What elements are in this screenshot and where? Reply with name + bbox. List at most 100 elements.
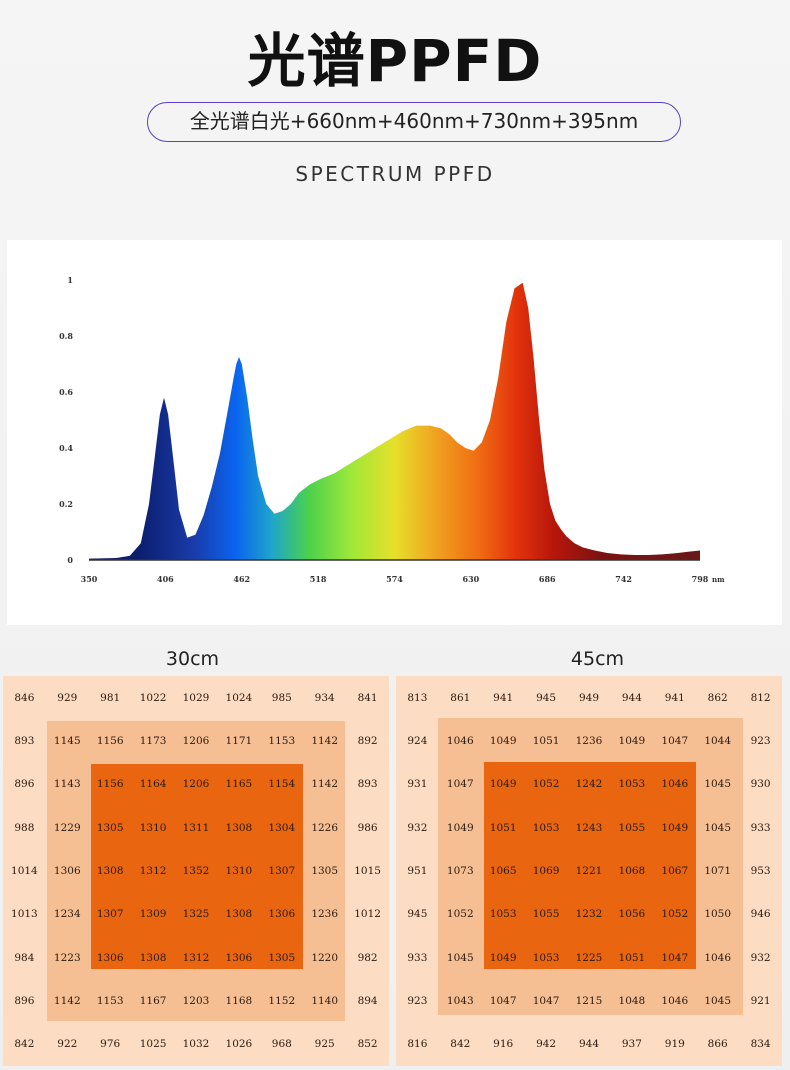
ppfd-30cm-value-cell: 1309 [139, 908, 167, 921]
ppfd-45cm-value-cell: 1225 [575, 951, 603, 964]
ppfd-30cm-value-cell: 1220 [311, 951, 339, 964]
ppfd-45cm-value-cell: 1053 [532, 951, 560, 964]
ppfd-30cm-value-cell: 846 [14, 691, 35, 704]
ppfd-45cm-value-cell: 949 [578, 691, 600, 704]
spectrum-composition-pill: 全光谱白光+660nm+460nm+730nm+395nm [147, 102, 681, 142]
ppfd-45cm-value-cell: 941 [493, 691, 514, 704]
ppfd-45cm-grid: 813 861 941 945 949 944 941 862 812 924 1046 1049 10… [396, 676, 782, 1066]
page-subtitle: SPECTRUM PPFD [295, 162, 495, 186]
ppfd-30cm-value-cell: 1025 [139, 1038, 167, 1051]
ppfd-30cm-value-cell: 981 [100, 691, 121, 704]
ppfd-30cm-value-cell: 1311 [182, 821, 210, 834]
ppfd-30cm-value-cell: 1325 [182, 908, 210, 921]
ppfd-30cm-value-cell: 1168 [225, 995, 253, 1007]
y-tick-label: 0.8 [59, 331, 73, 341]
ppfd-45cm-value-cell: 1049 [489, 778, 517, 791]
ppfd-30cm-value-cell: 1308 [139, 951, 167, 964]
ppfd-45cm-value-cell: 1049 [661, 821, 689, 834]
ppfd-45cm-value-cell: 1048 [618, 995, 646, 1007]
ppfd-30cm-value-cell: 922 [57, 1038, 78, 1051]
ppfd-30cm-value-cell: 1308 [225, 821, 253, 834]
ppfd-45cm-value-cell: 1052 [661, 908, 689, 921]
y-tick-label: 0 [67, 555, 73, 565]
ppfd-30cm-value-cell: 1152 [268, 995, 296, 1007]
ppfd-30cm-value-cell: 1156 [96, 778, 124, 791]
ppfd-30cm-value-cell: 1305 [311, 865, 339, 877]
ppfd-30cm-value-cell: 1305 [268, 951, 296, 964]
ppfd-45cm-value-cell: 1069 [532, 865, 560, 877]
ppfd-30cm-value-cell: 986 [357, 821, 378, 834]
ppfd-45cm-value-cell: 1053 [618, 778, 646, 791]
ppfd-45cm-value-cell: 861 [450, 691, 471, 704]
ppfd-30cm-value-cell: 1307 [96, 908, 124, 921]
ppfd-45cm-value-cell: 1053 [489, 908, 517, 921]
ppfd-45cm-value-cell: 945 [536, 691, 557, 704]
ppfd-45cm-value-cell: 1047 [446, 778, 474, 791]
ppfd-30cm-value-cell: 982 [357, 951, 378, 964]
spectrum-chart: 350 406 462 518 574 630 686 742 798 nm 0 0.2 0.4 0.6 0… [59, 275, 725, 584]
ppfd-45cm-value-cell: 1055 [532, 908, 560, 921]
ppfd-45cm-value-cell: 1047 [489, 995, 517, 1007]
ppfd-30cm-value-cell: 842 [14, 1038, 35, 1051]
ppfd-30cm-value-cell: 1304 [268, 821, 296, 834]
ppfd-45cm-value-cell: 1051 [489, 821, 517, 834]
x-tick-label: 630 [463, 574, 480, 584]
ppfd-30cm-value-cell: 841 [357, 691, 378, 704]
ppfd-30cm-value-cell: 1308 [96, 865, 124, 877]
ppfd-45cm-value-cell: 953 [750, 865, 771, 877]
ppfd-30cm-value-cell: 1012 [354, 908, 381, 921]
ppfd-45cm-value-cell: 1047 [661, 951, 689, 964]
ppfd-30cm-value-cell: 1310 [139, 821, 167, 834]
ppfd-45cm-value-cell: 921 [750, 995, 771, 1007]
ppfd-45cm-value-cell: 1046 [661, 995, 689, 1007]
ppfd-30cm-value-cell: 1206 [182, 735, 210, 747]
ppfd-45cm-value-cell: 1049 [446, 821, 474, 834]
ppfd-45cm-value-cell: 834 [750, 1038, 771, 1051]
ppfd-45cm-value-cell: 1071 [704, 865, 732, 877]
ppfd-45cm-value-cell: 1051 [618, 951, 646, 964]
ppfd-45cm-value-cell: 944 [621, 691, 642, 704]
ppfd-30cm-value-cell: 893 [357, 778, 378, 791]
ppfd-45cm-value-cell: 862 [707, 691, 728, 704]
spectrum-chart-card: 350 406 462 518 574 630 686 742 798 nm 0 0.2 0.4 0.6 0… [7, 240, 782, 625]
ppfd-30cm-value-cell: 1153 [96, 995, 124, 1007]
ppfd-30cm-value-cell: 896 [14, 778, 35, 791]
ppfd-45cm-value-cell: 816 [407, 1038, 428, 1051]
ppfd-45cm-value-cell: 1073 [446, 865, 474, 877]
ppfd-30cm-value-cell: 1142 [311, 735, 339, 747]
x-tick-label: 798 [692, 574, 709, 584]
spectrum-plot-area [89, 282, 700, 561]
ppfd-30cm-value-cell: 1015 [354, 865, 381, 877]
ppfd-30cm-value-cell: 976 [100, 1038, 121, 1051]
ppfd-45cm-value-cell: 1236 [575, 735, 603, 747]
ppfd-45cm-value-cell: 946 [750, 908, 771, 921]
ppfd-45cm-value-cell: 1049 [489, 735, 517, 747]
ppfd-30cm-value-cell: 925 [314, 1038, 335, 1051]
ppfd-30cm-value-cell: 1022 [139, 691, 167, 704]
ppfd-45cm-value-cell: 923 [407, 995, 428, 1007]
ppfd-30cm-value-cell: 1153 [268, 735, 296, 747]
ppfd-30cm-value-cell: 1026 [225, 1038, 253, 1051]
y-tick-label: 0.6 [59, 387, 73, 397]
ppfd-45cm-value-cell: 1055 [618, 821, 646, 834]
ppfd-45cm-value-cell: 1232 [575, 908, 603, 921]
ppfd-45cm-value-cell: 916 [493, 1038, 514, 1051]
ppfd-45cm-value-cell: 1047 [532, 995, 560, 1007]
y-tick-label: 1 [67, 275, 73, 285]
ppfd-45cm-value-cell: 1046 [704, 951, 732, 964]
ppfd-30cm-value-cell: 1142 [53, 995, 81, 1007]
ppfd-45cm-value-cell: 1050 [704, 908, 732, 921]
ppfd-30cm-value-cell: 1024 [225, 691, 253, 704]
ppfd-45cm-value-cell: 941 [664, 691, 685, 704]
ppfd-30cm-value-cell: 1223 [53, 951, 81, 964]
ppfd-30cm-grid: 846 929 981 1022 1029 1024 985 934 841 893 1145 115… [3, 676, 389, 1066]
x-tick-label: 742 [615, 574, 632, 584]
spectrum-area-series [89, 282, 700, 560]
ppfd-30cm-value-cell: 1312 [182, 951, 210, 964]
ppfd-45cm-value-cell: 1046 [446, 735, 474, 747]
ppfd-45cm-value-cell: 813 [407, 691, 428, 704]
ppfd-30cm-core-zone [91, 764, 303, 969]
ppfd-30cm-title: 30cm [165, 648, 220, 670]
ppfd-45cm-value-cell: 812 [750, 691, 771, 704]
ppfd-45cm-title: 45cm [570, 648, 625, 670]
